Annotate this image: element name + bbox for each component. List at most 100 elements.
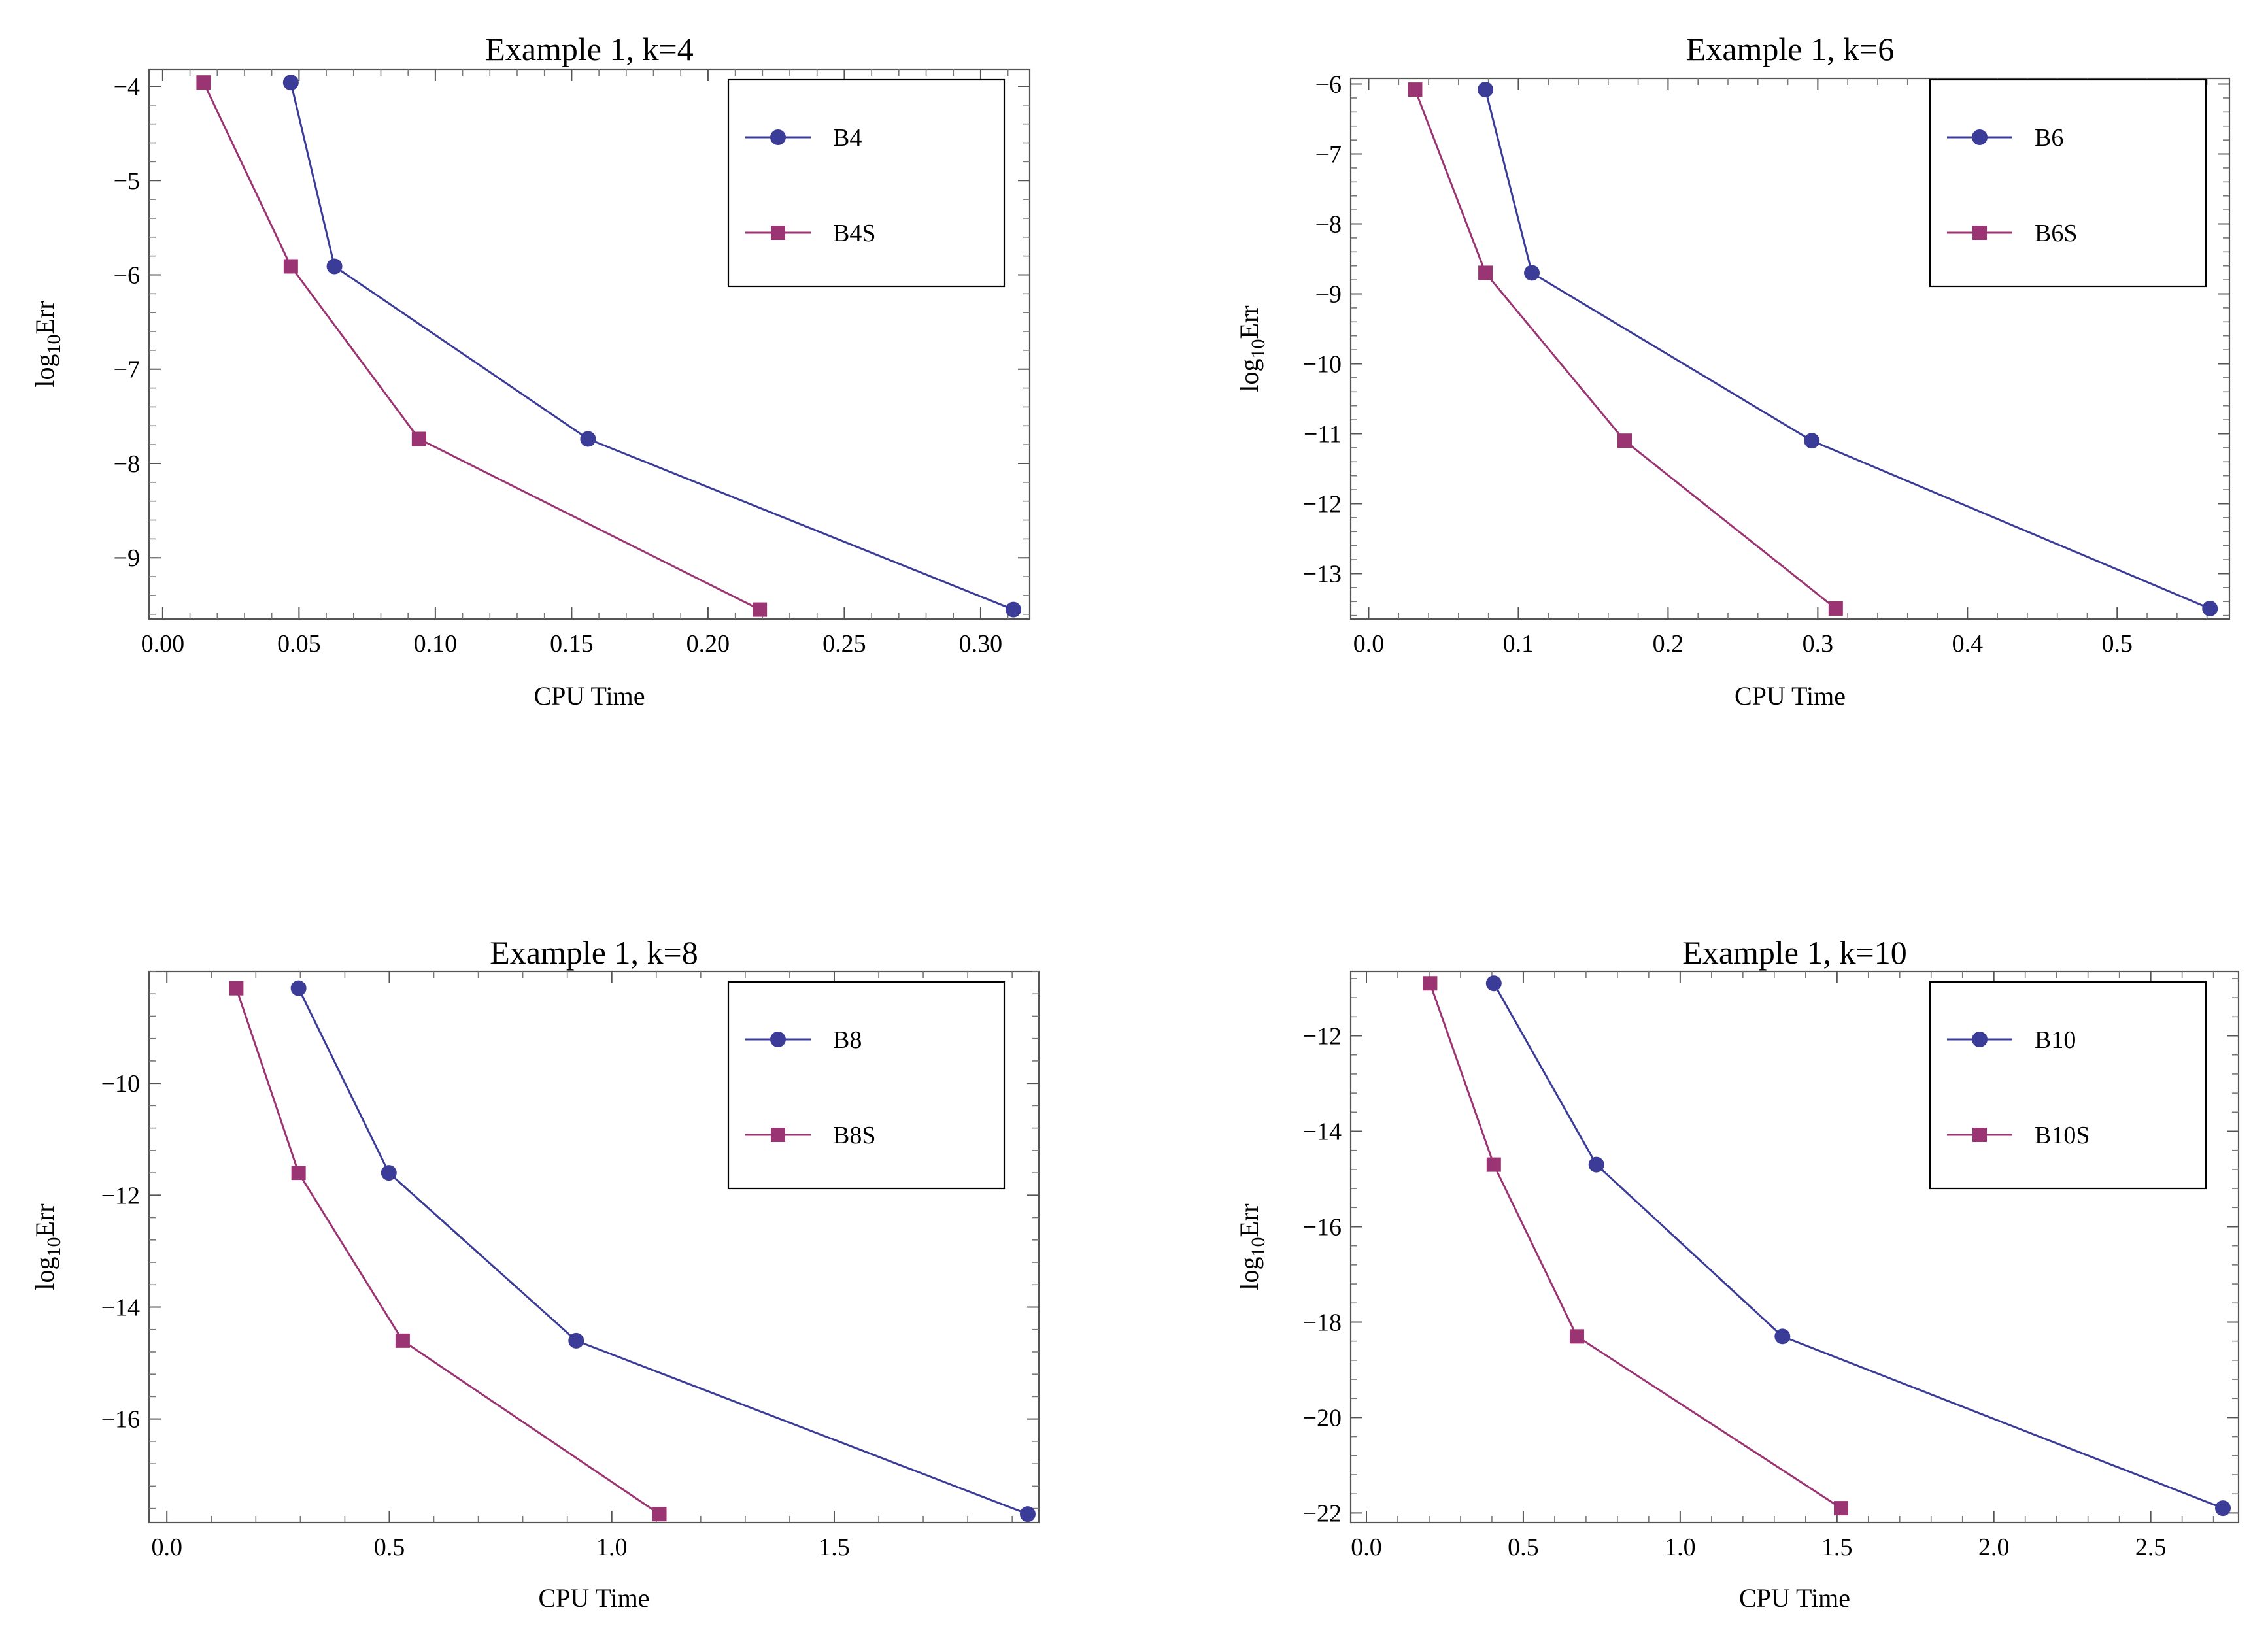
- legend-label-B10S: B10S: [2035, 1122, 2090, 1149]
- series-line-B8S: [235, 988, 660, 1515]
- y-tick-label: −16: [1303, 1213, 1342, 1241]
- legend-label-B4S: B4S: [833, 220, 875, 247]
- x-tick-label: 0.5: [1508, 1534, 1539, 1561]
- series-line-B6: [1484, 89, 2210, 610]
- legend-marker-B8: [770, 1032, 786, 1047]
- plot-frame: [148, 970, 1040, 1524]
- data-point-B10: [1588, 1156, 1604, 1173]
- y-tick-label: −9: [114, 545, 140, 572]
- x-tick-label: 0.25: [822, 630, 866, 658]
- legend-label-B6S: B6S: [2035, 220, 2077, 247]
- y-tick-label: −16: [101, 1406, 140, 1434]
- x-tick-label: 2.0: [1978, 1534, 2010, 1561]
- x-tick-label: 0.0: [1353, 630, 1385, 658]
- data-point-B6: [1478, 82, 1494, 98]
- y-tick-label: −8: [114, 450, 140, 478]
- data-point-B10: [1485, 975, 1502, 992]
- x-tick-label: 0.3: [1803, 630, 1834, 658]
- legend-box: [727, 981, 1006, 1190]
- data-point-B6S: [1478, 265, 1493, 280]
- series-line-B10: [1493, 983, 2224, 1509]
- chart-panel-4: 0.0 0.5 1.0 1.5 2.0 2.5 −12 −14 −16 −18 −20 −22 Exam…: [1234, 934, 2240, 1613]
- y-tick-label: −14: [101, 1294, 140, 1322]
- x-tick-label: 0.0: [151, 1534, 182, 1561]
- chart-panel-3: 0.0 0.5 1.0 1.5 −10 −12 −14 −16 Example 1, k=8 CP…: [30, 934, 1040, 1613]
- series-line-B4S: [203, 82, 760, 611]
- legend-marker-B10S: [1972, 1128, 1987, 1142]
- data-point-B10: [1774, 1328, 1791, 1345]
- chart-title: Example 1, k=4: [485, 31, 693, 67]
- y-tick-label: −14: [1303, 1118, 1342, 1146]
- x-tick-label: 1.5: [1821, 1534, 1853, 1561]
- legend-marker-B4S: [771, 226, 785, 240]
- data-point-B8S: [395, 1333, 410, 1348]
- x-axis-label: CPU Time: [533, 681, 645, 711]
- data-point-B10S: [1486, 1157, 1501, 1172]
- y-tick-label: −13: [1303, 560, 1342, 588]
- legend: B10 B10S: [1929, 981, 2207, 1190]
- plot-frame: [148, 68, 1031, 620]
- y-tick-label: −20: [1303, 1404, 1342, 1432]
- legend-label-B8S: B8S: [833, 1122, 875, 1149]
- legend-box: [1929, 981, 2207, 1190]
- y-tick-label: −6: [114, 261, 140, 289]
- data-point-B4: [580, 431, 596, 447]
- data-point-B4S: [283, 259, 298, 274]
- y-axis-label: log10Err: [30, 1203, 65, 1290]
- series-line-B6S: [1414, 89, 1836, 610]
- x-tick-label: 0.4: [1952, 630, 1984, 658]
- legend-label-B10: B10: [2035, 1026, 2076, 1054]
- x-tick-label: 0.5: [2102, 630, 2133, 658]
- x-tick-label: 2.5: [2135, 1534, 2167, 1561]
- x-tick-label: 0.05: [277, 630, 321, 658]
- data-point-B4: [282, 75, 299, 91]
- data-point-B10S: [1423, 976, 1438, 991]
- data-point-B8: [1019, 1506, 1036, 1522]
- x-axis-label: CPU Time: [1739, 1583, 1850, 1613]
- data-point-B8: [568, 1332, 584, 1349]
- legend-label-B6: B6: [2035, 124, 2063, 152]
- chart-panel-2: 0.0 0.1 0.2 0.3 0.4 0.5 −6 −7 −8 −9 −10 −11 −12 −13 Ex…: [1234, 31, 2231, 711]
- y-tick-label: −22: [1303, 1500, 1342, 1527]
- data-point-B10: [2215, 1500, 2231, 1517]
- y-tick-label: −4: [114, 73, 140, 101]
- data-point-B4S: [753, 602, 768, 617]
- y-tick-label: −10: [101, 1070, 140, 1098]
- data-point-B6S: [1408, 82, 1423, 97]
- x-tick-label: 0.5: [374, 1534, 405, 1561]
- data-point-B8S: [652, 1507, 667, 1522]
- chart-title: Example 1, k=8: [490, 934, 698, 971]
- legend-marker-B4: [770, 129, 786, 145]
- y-axis-label: log10Err: [30, 301, 65, 387]
- y-tick-label: −18: [1303, 1309, 1342, 1336]
- legend: B8 B8S: [727, 981, 1006, 1190]
- data-point-B4S: [411, 431, 426, 446]
- legend-marker-B6: [1972, 129, 1988, 145]
- x-axis-label: CPU Time: [1735, 681, 1846, 711]
- x-axis-label: CPU Time: [538, 1583, 649, 1613]
- chart-title: Example 1, k=10: [1682, 934, 1906, 971]
- data-point-B6: [1804, 433, 1820, 449]
- x-tick-label: 0.0: [1351, 1534, 1382, 1561]
- y-tick-label: −5: [114, 167, 140, 195]
- y-tick-label: −12: [101, 1182, 140, 1209]
- data-point-B6S: [1828, 601, 1843, 616]
- y-tick-label: −11: [1304, 420, 1342, 448]
- legend-marker-B8S: [771, 1128, 785, 1142]
- y-tick-label: −7: [114, 356, 140, 384]
- legend-marker-B10: [1972, 1032, 1988, 1047]
- legend-label-B4: B4: [833, 124, 862, 152]
- data-point-B8: [381, 1165, 397, 1181]
- x-tick-label: 0.15: [550, 630, 594, 658]
- y-tick-label: −6: [1315, 71, 1342, 99]
- data-point-B6: [1524, 265, 1540, 281]
- data-point-B10S: [1569, 1329, 1584, 1344]
- x-tick-label: 0.20: [686, 630, 730, 658]
- x-tick-label: 1.0: [596, 1534, 628, 1561]
- legend-marker-B6S: [1972, 226, 1987, 240]
- y-tick-label: −12: [1303, 1023, 1342, 1051]
- legend: B4 B4S: [727, 78, 1006, 288]
- data-point-B10S: [1834, 1501, 1849, 1516]
- plot-frame: [1349, 970, 2240, 1524]
